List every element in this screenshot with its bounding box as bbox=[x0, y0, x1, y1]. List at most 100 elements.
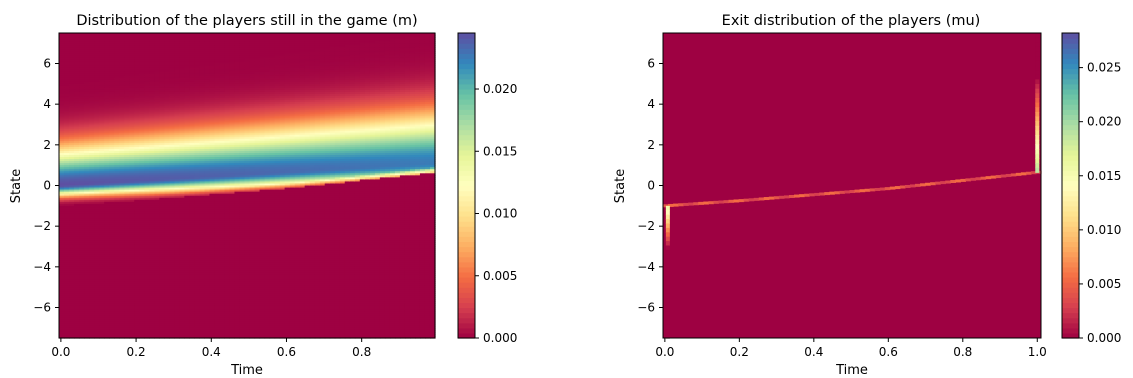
heatmap-cell bbox=[59, 262, 65, 266]
heatmap-cell bbox=[64, 163, 70, 166]
heatmap-cell bbox=[59, 327, 65, 331]
heatmap-cell bbox=[174, 71, 180, 75]
heatmap-cell bbox=[59, 134, 65, 138]
heatmap-cell bbox=[199, 67, 205, 71]
heatmap-cell bbox=[164, 309, 170, 313]
heatmap-cell bbox=[139, 285, 145, 288]
heatmap-cell bbox=[109, 94, 115, 97]
heatmap-cell bbox=[104, 100, 110, 103]
heatmap-cell bbox=[194, 289, 200, 292]
heatmap-cell bbox=[159, 122, 165, 126]
heatmap-cell bbox=[79, 295, 85, 298]
heatmap-cell bbox=[59, 291, 65, 294]
heatmap-cell bbox=[169, 75, 175, 79]
heatmap-cell bbox=[184, 281, 190, 284]
heatmap-cell bbox=[179, 55, 185, 58]
heatmap-cell bbox=[194, 132, 200, 136]
heatmap-cell bbox=[184, 108, 190, 111]
heatmap-cell bbox=[154, 77, 160, 81]
heatmap-cell bbox=[104, 81, 110, 85]
heatmap-cell bbox=[174, 69, 180, 73]
heatmap-cell bbox=[194, 63, 200, 67]
heatmap-cell bbox=[94, 33, 100, 36]
heatmap-cell bbox=[114, 35, 120, 38]
heatmap-cell bbox=[179, 281, 185, 284]
heatmap-cell bbox=[64, 47, 70, 50]
heatmap-cell bbox=[129, 53, 135, 56]
heatmap-cell bbox=[129, 130, 135, 134]
heatmap-cell bbox=[149, 157, 155, 160]
heatmap-cell bbox=[69, 258, 75, 262]
heatmap-cell bbox=[159, 207, 165, 211]
heatmap-cell bbox=[64, 224, 70, 227]
heatmap-cell bbox=[104, 134, 110, 138]
heatmap-cell bbox=[94, 43, 100, 46]
heatmap-cell bbox=[74, 177, 80, 180]
heatmap-cell bbox=[199, 122, 205, 126]
heatmap-cell bbox=[104, 279, 110, 282]
heatmap-cell bbox=[59, 256, 65, 260]
heatmap-cell bbox=[119, 305, 125, 309]
heatmap-cell bbox=[134, 222, 140, 225]
heatmap-cell bbox=[69, 195, 75, 199]
heatmap-cell bbox=[149, 69, 155, 73]
heatmap-cell bbox=[59, 51, 65, 54]
heatmap-cell bbox=[89, 195, 95, 199]
heatmap-cell bbox=[89, 108, 95, 111]
heatmap-cell bbox=[89, 152, 95, 156]
heatmap-cell bbox=[134, 309, 140, 313]
heatmap-cell bbox=[154, 110, 160, 113]
heatmap-cell bbox=[144, 57, 150, 61]
heatmap-cell bbox=[189, 94, 195, 97]
heatmap-cell bbox=[69, 148, 75, 152]
heatmap-cell bbox=[174, 311, 180, 315]
heatmap-cell bbox=[69, 49, 75, 52]
heatmap-cell bbox=[84, 232, 90, 235]
heatmap-cell bbox=[184, 169, 190, 172]
heatmap-cell bbox=[159, 331, 165, 335]
heatmap-cell bbox=[119, 35, 125, 38]
heatmap-cell bbox=[179, 59, 185, 63]
heatmap-cell bbox=[104, 213, 110, 217]
heatmap-cell bbox=[119, 313, 125, 317]
heatmap-cell bbox=[159, 67, 165, 71]
heatmap-cell bbox=[159, 152, 165, 156]
heatmap-cell bbox=[189, 203, 195, 207]
heatmap-cell bbox=[144, 305, 150, 309]
heatmap-cell bbox=[179, 333, 185, 337]
heatmap-cell bbox=[144, 230, 150, 233]
heatmap-cell bbox=[84, 136, 90, 140]
heatmap-cell bbox=[89, 73, 95, 77]
heatmap-cell bbox=[59, 248, 65, 252]
heatmap-cell bbox=[179, 146, 185, 150]
heatmap-cell bbox=[104, 242, 110, 246]
heatmap-cell bbox=[179, 234, 185, 237]
heatmap-cell bbox=[109, 236, 115, 239]
heatmap-cell bbox=[69, 152, 75, 156]
heatmap-cell bbox=[159, 246, 165, 250]
heatmap-cell bbox=[94, 116, 100, 119]
heatmap-cell bbox=[84, 146, 90, 150]
heatmap-cell bbox=[149, 335, 155, 339]
heatmap-cell bbox=[149, 238, 155, 241]
heatmap-cell bbox=[144, 89, 150, 93]
heatmap-cell bbox=[159, 57, 165, 61]
heatmap-cell bbox=[59, 71, 65, 75]
heatmap-cell bbox=[64, 238, 70, 241]
heatmap-cell bbox=[194, 33, 200, 36]
heatmap-cell bbox=[89, 77, 95, 81]
heatmap-cell bbox=[59, 335, 65, 339]
heatmap-cell bbox=[74, 83, 80, 87]
heatmap-cell bbox=[194, 187, 200, 191]
heatmap-cell bbox=[69, 77, 75, 81]
heatmap-cell bbox=[84, 155, 90, 158]
heatmap-cell bbox=[64, 134, 70, 138]
heatmap-cell bbox=[59, 220, 65, 223]
heatmap-cell bbox=[159, 187, 165, 191]
heatmap-cell bbox=[114, 317, 120, 321]
heatmap-cell bbox=[139, 246, 145, 250]
heatmap-cell bbox=[179, 252, 185, 256]
heatmap-cell bbox=[154, 122, 160, 126]
heatmap-cell bbox=[89, 43, 95, 46]
heatmap-cell bbox=[159, 128, 165, 132]
